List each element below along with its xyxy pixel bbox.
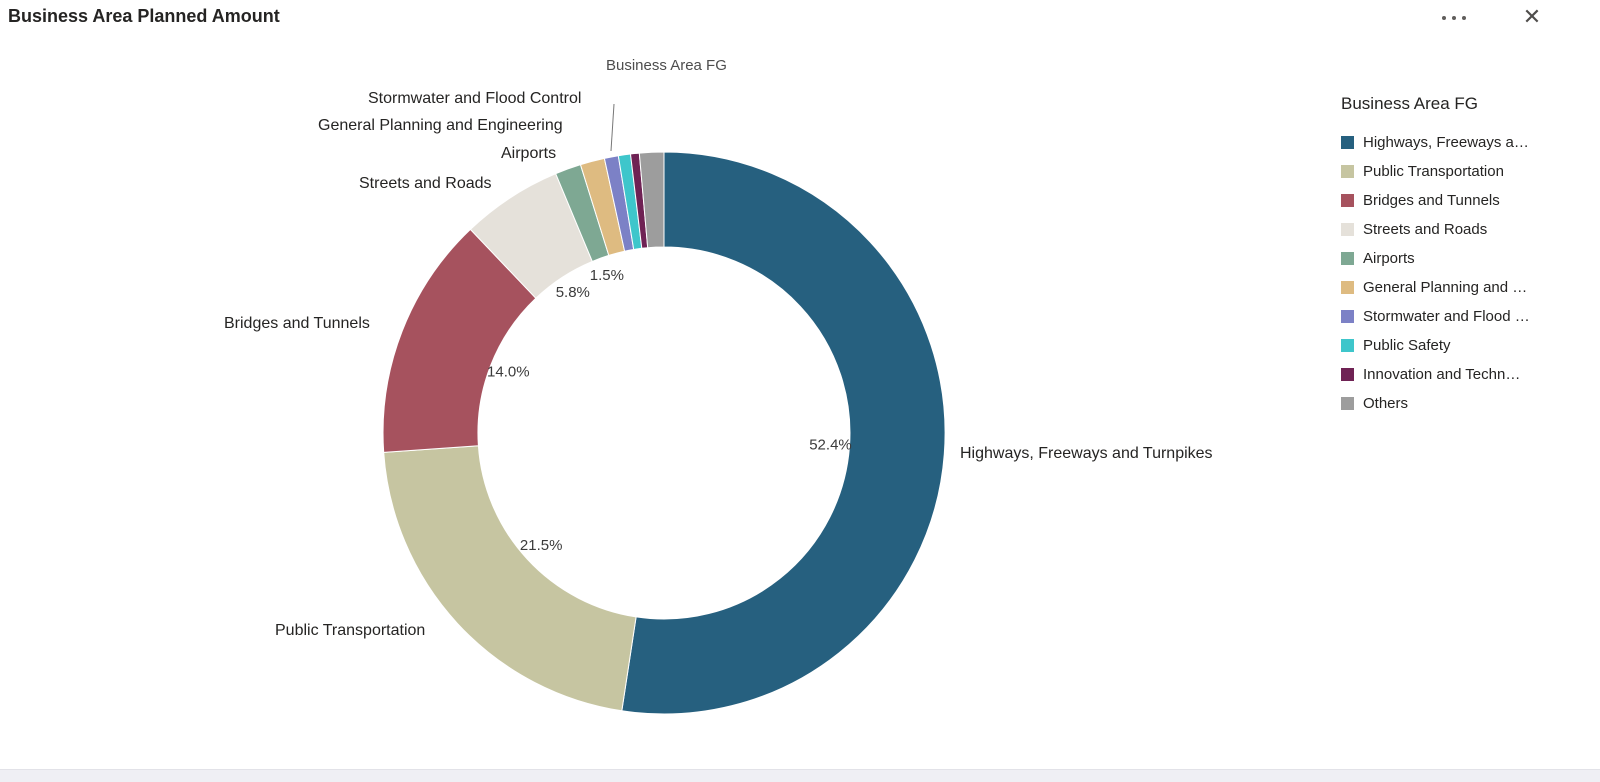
legend-item-9[interactable]: Others	[1341, 389, 1599, 418]
dot	[1452, 16, 1456, 20]
slice-label-public-transportation: Public Transportation	[275, 622, 426, 639]
legend-item-label: Others	[1363, 395, 1409, 412]
legend-swatch	[1341, 252, 1354, 265]
legend-item-label: Airports	[1363, 250, 1415, 267]
legend-item-label: Bridges and Tunnels	[1363, 192, 1500, 209]
donut-slice-1[interactable]	[383, 445, 637, 712]
leader-line	[610, 103, 615, 152]
legend-item-6[interactable]: Stormwater and Flood …	[1341, 302, 1599, 331]
legend-swatch	[1341, 165, 1354, 178]
slice-label-stormwater: Stormwater and Flood Control	[368, 90, 582, 107]
legend-item-label: Highways, Freeways a…	[1363, 134, 1529, 151]
legend-item-label: Stormwater and Flood …	[1363, 308, 1530, 325]
legend-swatch	[1341, 194, 1354, 207]
legend-item-label: Innovation and Techn…	[1363, 366, 1521, 383]
legend-swatch	[1341, 136, 1354, 149]
legend-title: Business Area FG	[1341, 94, 1479, 113]
donut-slice-0[interactable]	[621, 151, 946, 715]
more-options-icon[interactable]	[1434, 8, 1474, 28]
donut-chart: 52.4% 21.5% 14.0% 5.8%1.5%	[382, 103, 946, 715]
donut-slice-9[interactable]	[638, 151, 665, 249]
legend-item-4[interactable]: Airports	[1341, 244, 1599, 273]
visual-title: Business Area Planned Amount	[8, 6, 280, 26]
legend-swatch	[1341, 310, 1354, 323]
percent-label: 5.8%	[556, 284, 590, 301]
percent-label: 14.0%	[487, 363, 530, 380]
legend-item-label: Streets and Roads	[1363, 221, 1488, 238]
legend-item-8[interactable]: Innovation and Techn…	[1341, 360, 1599, 389]
legend-item-label: General Planning and …	[1363, 279, 1528, 296]
category-field-callout: Business Area FG	[606, 57, 727, 74]
legend-item-3[interactable]: Streets and Roads	[1341, 215, 1599, 244]
dot	[1462, 16, 1466, 20]
percent-label: 52.4%	[809, 437, 852, 454]
percent-label: 21.5%	[520, 537, 563, 554]
legend-item-7[interactable]: Public Safety	[1341, 331, 1599, 360]
legend-swatch	[1341, 339, 1354, 352]
close-icon[interactable]: ✕	[1514, 2, 1550, 34]
slice-label-general-planning: General Planning and Engineering	[318, 117, 563, 134]
legend-item-0[interactable]: Highways, Freeways a…	[1341, 128, 1599, 157]
legend-swatch	[1341, 281, 1354, 294]
percent-label: 1.5%	[590, 267, 624, 284]
slice-label-bridges: Bridges and Tunnels	[224, 315, 370, 332]
slice-label-streets: Streets and Roads	[359, 175, 492, 192]
legend-item-label: Public Safety	[1363, 337, 1451, 354]
legend-swatch	[1341, 223, 1354, 236]
slice-label-airports: Airports	[501, 145, 557, 162]
legend-item-5[interactable]: General Planning and …	[1341, 273, 1599, 302]
legend-swatch	[1341, 368, 1354, 381]
legend-swatch	[1341, 397, 1354, 410]
legend: Business Area FG Highways, Freeways a… Pu…	[1341, 94, 1599, 418]
legend-item-2[interactable]: Bridges and Tunnels	[1341, 186, 1599, 215]
legend-item-1[interactable]: Public Transportation	[1341, 157, 1599, 186]
bottom-bar	[0, 769, 1600, 782]
slice-label-highways: Highways, Freeways and Turnpikes	[960, 445, 1213, 462]
dot	[1442, 16, 1446, 20]
legend-item-label: Public Transportation	[1363, 163, 1504, 180]
